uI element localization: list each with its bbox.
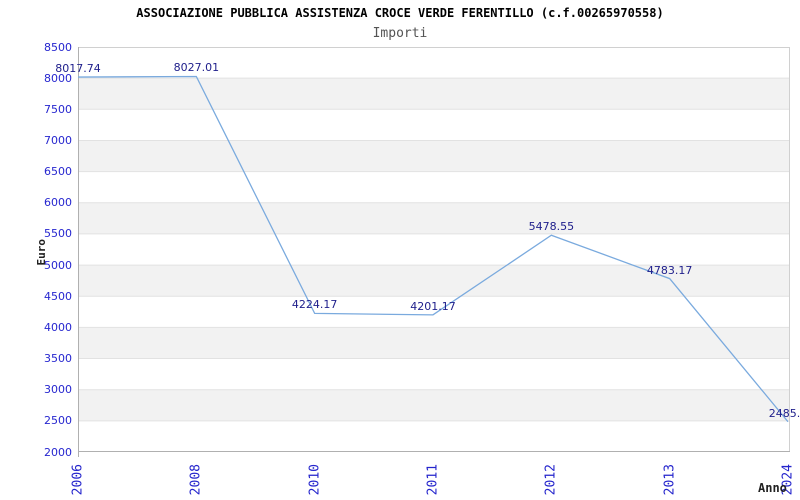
x-axis-title: Anno [758,481,787,495]
point-label: 4783.17 [646,263,693,277]
point-label: 4224.17 [291,298,338,312]
y-tick-label: 5500 [44,227,72,241]
x-tick-label: 2011 [425,464,441,496]
y-tick-label: 3000 [44,383,72,397]
y-tick-label: 7500 [44,102,72,116]
x-tick-label: 2013 [662,464,678,496]
x-tick-label: 2006 [70,464,86,496]
y-tick-label: 8500 [44,40,72,54]
series-line [77,75,789,423]
y-tick-label: 5000 [44,258,72,272]
point-label: 2485.8 [768,406,800,420]
chart-subtitle: Importi [372,26,428,41]
point-label: 4201.17 [410,299,456,313]
x-tick-label: 2008 [188,464,204,496]
x-tick-label: 2012 [543,464,559,496]
y-tick-label: 6500 [44,165,72,179]
y-tick-label: 7000 [44,133,72,147]
point-label: 5478.55 [528,220,575,234]
band [78,78,790,110]
band [78,202,790,234]
x-tick-label: 2010 [307,464,323,496]
y-tick-label: 4000 [44,320,72,334]
y-axis-title: Euro [35,239,48,266]
y-tick-label: 4500 [44,289,72,303]
band [78,140,790,172]
y-tick-label: 8000 [44,71,72,85]
y-tick-label: 3500 [44,352,72,366]
point-label: 8017.74 [55,62,101,76]
band [78,327,790,359]
plot-background [78,47,790,452]
point-label: 8027.01 [173,61,220,75]
y-tick-label: 2000 [44,445,72,459]
band [78,389,790,421]
y-tick-label: 2500 [44,414,72,428]
chart-title: ASSOCIAZIONE PUBBLICA ASSISTENZA CROCE V… [136,6,664,20]
y-tick-label: 6000 [44,196,72,210]
